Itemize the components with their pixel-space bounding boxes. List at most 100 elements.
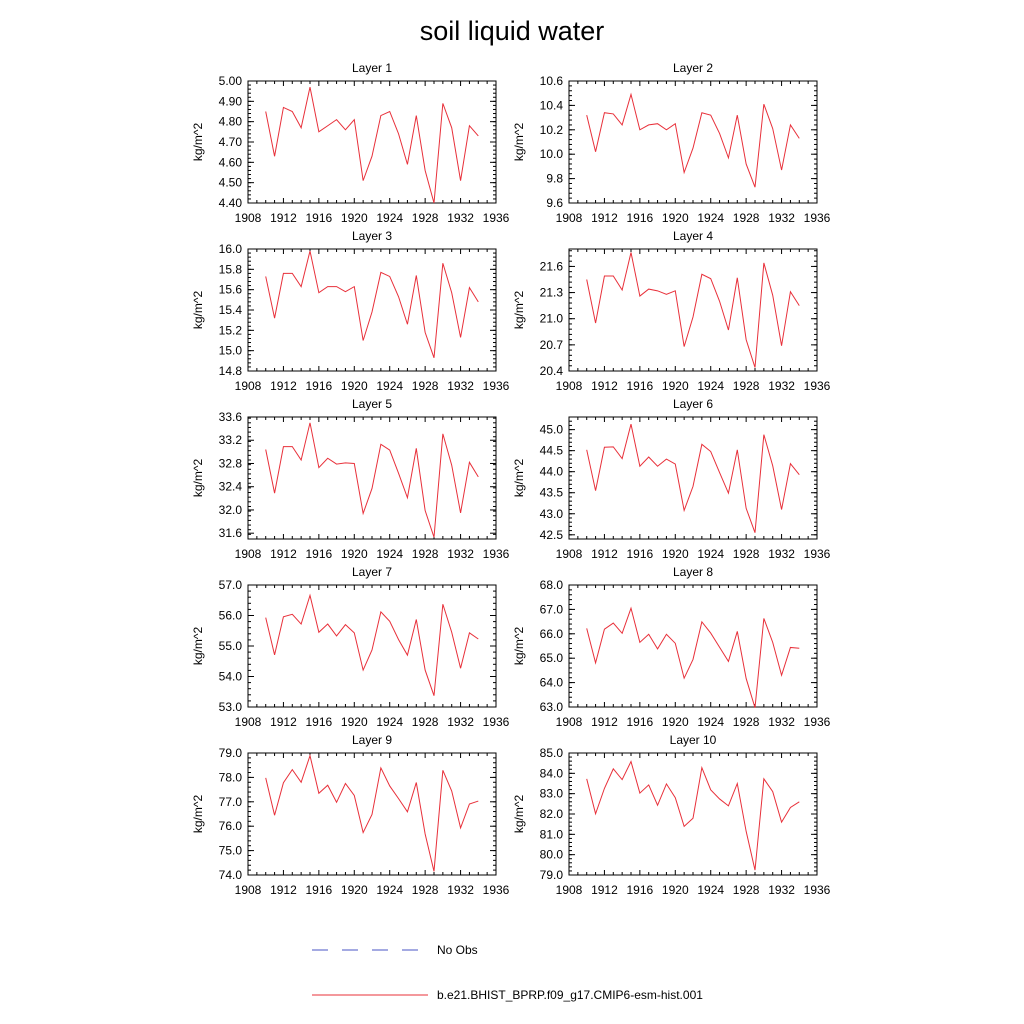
x-tick-label-layer-8: 1912: [591, 715, 618, 729]
x-tick-label-layer-7: 1928: [412, 715, 439, 729]
series-line-layer-2: [586, 92, 800, 188]
y-tick-label-layer-9: 79.0: [219, 746, 243, 760]
y-tick-label-layer-4: 20.7: [540, 338, 564, 352]
y-tick-label-layer-1: 4.50: [219, 176, 243, 190]
y-tick-label-layer-1: 4.60: [219, 155, 243, 169]
x-tick-label-layer-9: 1920: [341, 883, 368, 897]
panel-title-layer-9: Layer 9: [352, 733, 392, 747]
y-tick-label-layer-3: 15.0: [219, 344, 243, 358]
x-tick-label-layer-8: 1920: [662, 715, 689, 729]
y-axis-label-layer-1: kg/m^2: [191, 123, 205, 162]
y-tick-label-layer-5: 32.4: [219, 480, 243, 494]
y-tick-label-layer-10: 80.0: [540, 848, 564, 862]
chart-panels: Layer 1 1908 1912 1916 1920 1924 1928 1932 1936 4…: [191, 61, 831, 897]
series-line-layer-3: [265, 250, 479, 358]
y-tick-label-layer-8: 66.0: [540, 627, 564, 641]
y-tick-label-layer-10: 84.0: [540, 766, 564, 780]
x-tick-label-layer-7: 1908: [235, 715, 262, 729]
x-tick-label-layer-6: 1936: [804, 547, 831, 561]
x-tick-label-layer-7: 1916: [306, 715, 333, 729]
y-tick-label-layer-2: 10.6: [540, 74, 564, 88]
y-tick-label-layer-8: 67.0: [540, 602, 564, 616]
x-tick-label-layer-10: 1920: [662, 883, 689, 897]
panel-layer-7: Layer 7 1908 1912 1916 1920 1924 1928 1932 1936 5…: [191, 565, 510, 729]
y-axis-label-layer-8: kg/m^2: [512, 627, 526, 666]
plot-frame-layer-5: [247, 416, 497, 540]
panel-layer-9: Layer 9 1908 1912 1916 1920 1924 1928 1932 1936 7…: [191, 733, 510, 897]
y-tick-label-layer-10: 85.0: [540, 746, 564, 760]
x-tick-label-layer-3: 1928: [412, 379, 439, 393]
x-tick-label-layer-9: 1924: [376, 883, 403, 897]
y-tick-label-layer-2: 10.4: [540, 98, 564, 112]
x-tick-label-layer-1: 1912: [270, 211, 297, 225]
panel-title-layer-8: Layer 8: [673, 565, 713, 579]
x-tick-label-layer-1: 1936: [483, 211, 510, 225]
y-tick-label-layer-1: 4.70: [219, 135, 243, 149]
y-tick-label-layer-7: 54.0: [219, 670, 243, 684]
x-tick-label-layer-9: 1936: [483, 883, 510, 897]
series-line-layer-10: [586, 760, 800, 871]
y-tick-label-layer-8: 65.0: [540, 651, 564, 665]
y-tick-label-layer-9: 78.0: [219, 770, 243, 784]
panel-layer-6: Layer 6 1908 1912 1916 1920 1924 1928 1932 1936 4…: [512, 397, 831, 561]
x-tick-label-layer-1: 1920: [341, 211, 368, 225]
x-tick-label-layer-3: 1936: [483, 379, 510, 393]
x-tick-label-layer-10: 1916: [627, 883, 654, 897]
x-tick-label-layer-10: 1912: [591, 883, 618, 897]
y-tick-label-layer-1: 5.00: [219, 74, 243, 88]
x-tick-label-layer-8: 1916: [627, 715, 654, 729]
x-tick-label-layer-5: 1908: [235, 547, 262, 561]
y-tick-label-layer-3: 15.4: [219, 303, 243, 317]
x-tick-label-layer-3: 1912: [270, 379, 297, 393]
plot-frame-layer-1: [247, 80, 497, 204]
x-tick-label-layer-5: 1932: [447, 547, 474, 561]
panel-title-layer-10: Layer 10: [670, 733, 717, 747]
y-tick-label-layer-9: 77.0: [219, 795, 243, 809]
x-tick-label-layer-4: 1920: [662, 379, 689, 393]
x-tick-label-layer-2: 1936: [804, 211, 831, 225]
panel-title-layer-7: Layer 7: [352, 565, 392, 579]
series-line-layer-5: [265, 422, 479, 538]
y-axis-label-layer-4: kg/m^2: [512, 291, 526, 330]
y-tick-label-layer-10: 82.0: [540, 807, 564, 821]
x-tick-label-layer-5: 1936: [483, 547, 510, 561]
x-tick-label-layer-2: 1928: [733, 211, 760, 225]
y-tick-label-layer-2: 9.6: [546, 196, 563, 210]
panel-title-layer-3: Layer 3: [352, 229, 392, 243]
x-tick-label-layer-8: 1924: [697, 715, 724, 729]
y-tick-label-layer-5: 32.8: [219, 456, 243, 470]
y-tick-label-layer-9: 75.0: [219, 844, 243, 858]
x-tick-label-layer-4: 1916: [627, 379, 654, 393]
x-tick-label-layer-4: 1912: [591, 379, 618, 393]
y-tick-label-layer-6: 42.5: [540, 528, 564, 542]
y-tick-label-layer-5: 32.0: [219, 503, 243, 517]
x-tick-label-layer-5: 1928: [412, 547, 439, 561]
x-tick-label-layer-6: 1920: [662, 547, 689, 561]
y-tick-label-layer-1: 4.90: [219, 94, 243, 108]
y-axis-label-layer-10: kg/m^2: [512, 795, 526, 834]
x-tick-label-layer-6: 1908: [556, 547, 583, 561]
y-axis-label-layer-7: kg/m^2: [191, 627, 205, 666]
x-tick-label-layer-9: 1932: [447, 883, 474, 897]
x-tick-label-layer-2: 1912: [591, 211, 618, 225]
panel-layer-1: Layer 1 1908 1912 1916 1920 1924 1928 1932 1936 4…: [191, 61, 510, 225]
y-tick-label-layer-4: 20.4: [540, 364, 564, 378]
y-tick-label-layer-2: 9.8: [546, 172, 563, 186]
panel-layer-8: Layer 8 1908 1912 1916 1920 1924 1928 1932 1936 6…: [512, 565, 831, 729]
x-tick-label-layer-10: 1908: [556, 883, 583, 897]
x-tick-label-layer-3: 1920: [341, 379, 368, 393]
y-tick-label-layer-5: 33.2: [219, 433, 243, 447]
x-tick-label-layer-4: 1928: [733, 379, 760, 393]
panel-title-layer-5: Layer 5: [352, 397, 392, 411]
x-tick-label-layer-7: 1932: [447, 715, 474, 729]
x-tick-label-layer-7: 1924: [376, 715, 403, 729]
y-tick-label-layer-3: 16.0: [219, 242, 243, 256]
x-tick-label-layer-5: 1912: [270, 547, 297, 561]
x-tick-label-layer-2: 1920: [662, 211, 689, 225]
panel-layer-10: Layer 10 1908 1912 1916 1920 1924 1928 1932 1936…: [512, 733, 831, 897]
x-tick-label-layer-1: 1916: [306, 211, 333, 225]
y-axis-label-layer-2: kg/m^2: [512, 123, 526, 162]
plot-frame-layer-2: [568, 80, 818, 204]
panel-layer-4: Layer 4 1908 1912 1916 1920 1924 1928 1932 1936 2…: [512, 229, 831, 393]
